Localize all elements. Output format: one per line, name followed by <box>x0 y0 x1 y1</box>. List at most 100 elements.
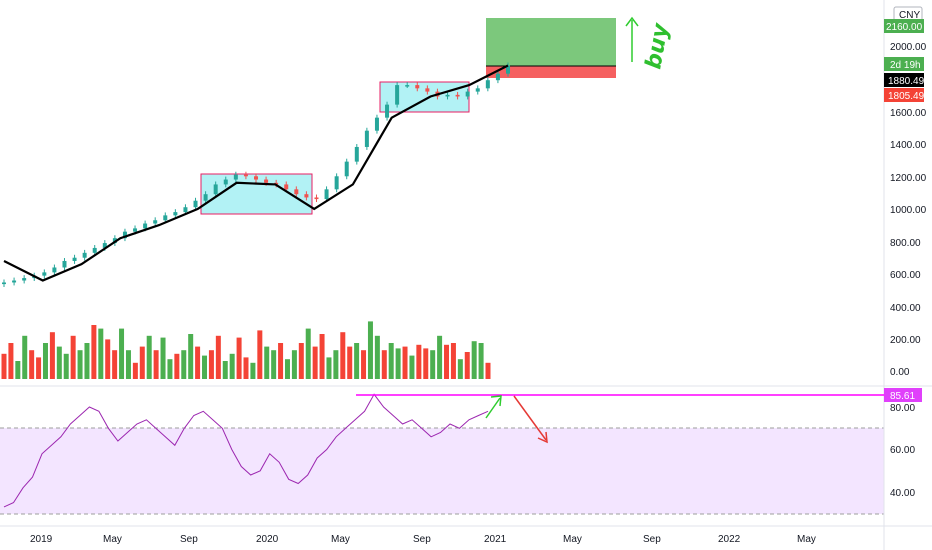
candle-body <box>102 243 107 248</box>
candle-body <box>153 220 158 224</box>
candle-body <box>485 80 490 89</box>
price-axis[interactable]: 2000.00 1600.00 1400.00 1200.00 1000.00 … <box>890 42 927 499</box>
candle-body <box>445 94 450 97</box>
svg-text:1805.49: 1805.49 <box>888 91 925 102</box>
time-axis[interactable]: 2019 May Sep 2020 May Sep 2021 May Sep 2… <box>30 534 816 545</box>
candle-body <box>143 223 148 229</box>
volume-bar <box>188 334 194 379</box>
volume-bar <box>98 328 104 379</box>
volume-bar <box>146 335 152 379</box>
candle-body <box>415 85 420 89</box>
volume-bar <box>105 339 111 379</box>
volume-bar <box>36 357 42 379</box>
last-price-badge: 1880.49 <box>884 73 925 87</box>
volume-bar <box>450 343 456 379</box>
time-tick: Sep <box>643 534 661 545</box>
top-price-badge: 2160.00 <box>884 19 924 33</box>
time-tick: 2019 <box>30 534 53 545</box>
volume-bar <box>125 350 131 379</box>
time-tick: May <box>103 534 122 545</box>
volume-bar <box>1 353 7 379</box>
volume-bar <box>430 350 436 379</box>
volume-bar <box>437 335 443 379</box>
rsi-line <box>3 393 489 508</box>
candle-body <box>395 85 400 105</box>
svg-text:85.61: 85.61 <box>890 391 915 402</box>
volume-bar <box>222 361 228 379</box>
volume-bar <box>15 361 21 379</box>
price-tick: 1600.00 <box>890 108 927 119</box>
volume-bar <box>485 362 491 379</box>
candle-body <box>2 282 6 285</box>
candle-body <box>213 184 218 195</box>
currency-badge[interactable]: CNY <box>893 6 923 22</box>
target-zone[interactable] <box>486 18 616 66</box>
candle-body <box>364 130 369 147</box>
volume-bar <box>236 337 242 379</box>
volume-bar <box>305 328 311 379</box>
volume-bar <box>395 348 401 379</box>
volume-bar <box>202 355 208 379</box>
volume-bar <box>409 355 415 379</box>
time-tick: May <box>797 534 816 545</box>
volume-bar <box>257 330 263 379</box>
volume-bar <box>312 346 318 379</box>
volume-bar <box>215 335 221 379</box>
volume-bar <box>84 343 90 379</box>
time-tick: May <box>563 534 582 545</box>
moving-average-line <box>3 64 509 282</box>
volume-bar <box>381 350 387 379</box>
candle-body <box>465 91 470 97</box>
volume-bar <box>284 359 290 379</box>
volume-bar <box>271 350 277 379</box>
volume-bar <box>250 362 256 379</box>
volume-bar <box>402 346 408 379</box>
candle-body <box>133 228 138 232</box>
rsi-down-arrow-icon <box>513 395 548 444</box>
candle-body <box>163 215 168 221</box>
volume-bar <box>153 350 159 379</box>
time-tick: Sep <box>413 534 431 545</box>
volume-bar <box>264 346 270 379</box>
volume-bar <box>195 346 201 379</box>
candle-body <box>354 146 359 162</box>
volume-bar <box>63 353 69 379</box>
volume-bar <box>298 343 304 379</box>
consolidation-box-2[interactable] <box>379 81 470 113</box>
volume-tick: 400.00 <box>890 303 921 314</box>
candle-body <box>506 65 510 74</box>
volume-bar <box>56 346 62 379</box>
candle-body <box>294 189 299 195</box>
volume-bar <box>457 359 463 379</box>
candle-body <box>324 189 329 200</box>
candle-body <box>374 117 379 131</box>
time-tick: May <box>331 534 350 545</box>
volume-bar <box>174 353 180 379</box>
rsi-value-badge: 85.61 <box>884 388 922 402</box>
candle-body <box>203 194 208 201</box>
volume-bar <box>478 343 484 379</box>
svg-text:2d 19h: 2d 19h <box>890 60 921 71</box>
volume-bar <box>119 328 125 379</box>
candle-body <box>12 280 17 283</box>
candle-body <box>334 176 339 190</box>
candle-body <box>475 88 480 92</box>
rsi-band <box>0 428 884 514</box>
candle-body <box>62 260 67 268</box>
candle-body <box>223 179 228 185</box>
svg-text:CNY: CNY <box>899 10 920 21</box>
time-tick: 2020 <box>256 534 279 545</box>
candles-group <box>2 62 510 288</box>
volume-bar <box>29 350 35 379</box>
volume-bar <box>49 332 55 379</box>
candle-body <box>92 247 97 253</box>
svg-text:1880.49: 1880.49 <box>888 76 925 87</box>
candle-body <box>284 184 289 190</box>
volume-bar <box>291 350 297 379</box>
stop-zone[interactable] <box>486 66 616 78</box>
svg-text:2160.00: 2160.00 <box>886 22 923 33</box>
rsi-tick: 60.00 <box>890 445 915 456</box>
volume-bars-group <box>1 321 491 379</box>
volume-bar <box>361 350 367 379</box>
